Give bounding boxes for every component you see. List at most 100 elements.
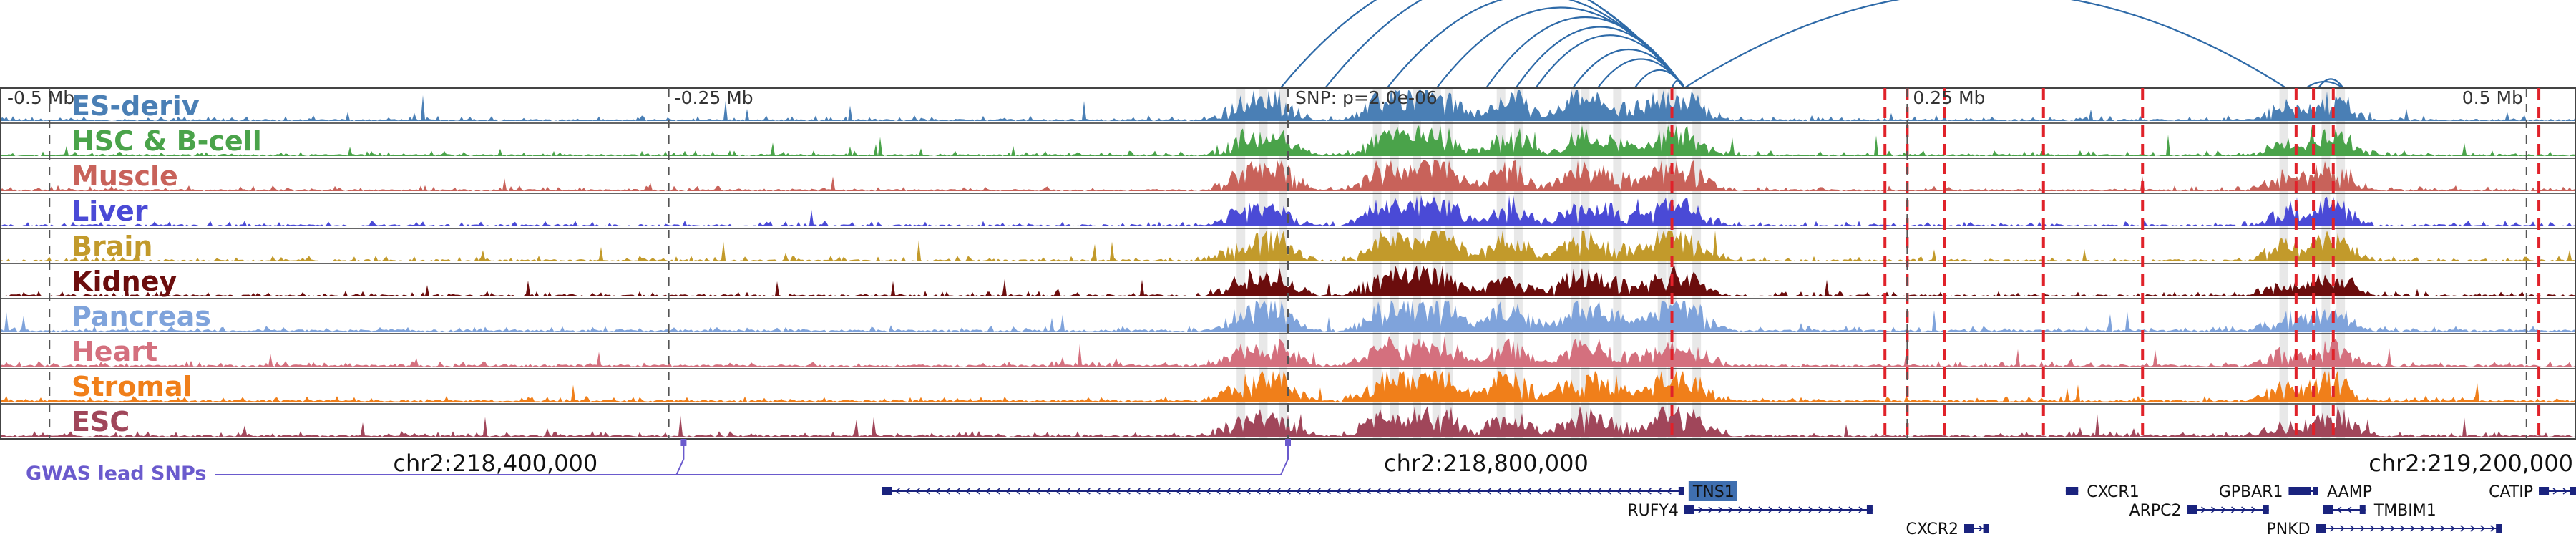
- strand-arrow: [1426, 488, 1431, 495]
- chromatin-loop-arc: [1324, 0, 1685, 89]
- strand-arrow: [1186, 488, 1191, 495]
- gene-exon: [2316, 524, 2326, 533]
- gene-label: CATIP: [2489, 483, 2533, 501]
- gene-label: RUFY4: [1627, 502, 1678, 520]
- gene-exon: [2359, 505, 2366, 514]
- strand-arrow: [1416, 488, 1421, 495]
- strand-arrow: [2336, 506, 2342, 513]
- strand-arrow: [2480, 525, 2485, 532]
- strand-arrow: [2251, 506, 2256, 513]
- track-label: Pancreas: [72, 301, 211, 332]
- gene-label: TMBIM1: [2373, 502, 2436, 520]
- coordinate-label: chr2:218,400,000: [393, 450, 597, 477]
- gene-exon: [2539, 487, 2550, 495]
- gene-model: TNS1: [882, 481, 1737, 501]
- strand-arrow: [1226, 488, 1231, 495]
- track-label: Heart: [72, 336, 157, 367]
- strand-arrow: [2390, 525, 2395, 532]
- strand-arrow: [2430, 525, 2435, 532]
- gene-exon: [882, 487, 892, 495]
- strand-arrow: [2340, 525, 2345, 532]
- strand-arrow: [2420, 525, 2425, 532]
- track-label: Liver: [72, 195, 148, 227]
- track-label: HSC & B-cell: [72, 125, 262, 157]
- strand-arrow: [1698, 506, 1704, 513]
- strand-arrow: [1326, 488, 1331, 495]
- strand-arrow: [2562, 488, 2568, 495]
- gene-exon: [2570, 487, 2576, 495]
- strand-arrow: [1778, 506, 1784, 513]
- track-label: Muscle: [72, 160, 178, 192]
- strand-arrow: [1446, 488, 1451, 495]
- strand-arrow: [1738, 506, 1744, 513]
- gene-label: GPBAR1: [2219, 483, 2283, 501]
- strand-arrow: [1788, 506, 1794, 513]
- track-label: ES-deriv: [72, 90, 200, 122]
- strand-arrow: [1336, 488, 1341, 495]
- gene-exon: [1678, 487, 1684, 495]
- strand-arrow: [1536, 488, 1541, 495]
- strand-arrow: [1566, 488, 1571, 495]
- strand-arrow: [1476, 488, 1481, 495]
- chromatin-loop-arc: [1684, 0, 2287, 89]
- strand-arrow: [1005, 488, 1010, 495]
- strand-arrow: [965, 488, 970, 495]
- strand-arrow: [1516, 488, 1521, 495]
- strand-arrow: [2490, 525, 2495, 532]
- gwas-lead-snps: GWAS lead SNPs: [26, 439, 1291, 485]
- strand-arrow: [1616, 488, 1621, 495]
- strand-arrow: [1015, 488, 1020, 495]
- strand-arrow: [1045, 488, 1050, 495]
- strand-arrow: [1075, 488, 1080, 495]
- strand-arrow: [1306, 488, 1311, 495]
- track-row: [0, 336, 2576, 369]
- strand-arrow: [1596, 488, 1601, 495]
- scale-label: 0.25 Mb: [1913, 87, 1985, 108]
- strand-arrow: [1366, 488, 1371, 495]
- track-signal: [0, 336, 2576, 367]
- gene-model: AAMP: [2301, 483, 2372, 501]
- scale-label: 0.5 Mb: [2462, 87, 2523, 108]
- strand-arrow: [1236, 488, 1241, 495]
- gene-label: ARPC2: [2129, 502, 2182, 520]
- strand-arrow: [1646, 488, 1652, 495]
- strand-arrow: [1978, 525, 1984, 532]
- chromatin-loop-arc: [2306, 80, 2344, 89]
- strand-arrow: [2460, 525, 2465, 532]
- strand-arrow: [2450, 525, 2455, 532]
- chromatin-loop-arc: [1671, 79, 1685, 89]
- gene-model: CXCR2: [1906, 521, 1989, 537]
- chromatin-loop-arc: [1279, 0, 1685, 89]
- strand-arrow: [2380, 525, 2385, 532]
- strand-arrow: [1798, 506, 1804, 513]
- gene-model: CXCR1: [2065, 483, 2140, 501]
- strand-arrow: [1176, 488, 1181, 495]
- gene-exon: [1684, 505, 1694, 514]
- gene-label: AAMP: [2327, 483, 2372, 501]
- strand-arrow: [1256, 488, 1261, 495]
- gene-label: TNS1: [1692, 483, 1735, 501]
- gwas-label: GWAS lead SNPs: [26, 463, 206, 485]
- strand-arrow: [1546, 488, 1551, 495]
- strand-arrow: [1296, 488, 1301, 495]
- strand-arrow: [905, 488, 910, 495]
- strand-arrow: [1346, 488, 1351, 495]
- strand-arrow: [2330, 525, 2335, 532]
- track-signal: [0, 160, 2576, 191]
- strand-arrow: [1436, 488, 1441, 495]
- gene-exon: [2263, 505, 2269, 514]
- strand-arrow: [1025, 488, 1030, 495]
- strand-arrow: [2346, 506, 2352, 513]
- strand-arrow: [1486, 488, 1491, 495]
- gene-exon: [2313, 487, 2318, 495]
- gene-model: RUFY4: [1627, 502, 1873, 520]
- gene-model: GPBAR1: [2219, 483, 2301, 501]
- gene-exon: [1983, 524, 1989, 533]
- gene-exon: [1866, 505, 1873, 514]
- strand-arrow: [1156, 488, 1161, 495]
- strand-arrow: [1146, 488, 1151, 495]
- gene-label-highlight: [1688, 481, 1737, 501]
- strand-arrow: [1758, 506, 1764, 513]
